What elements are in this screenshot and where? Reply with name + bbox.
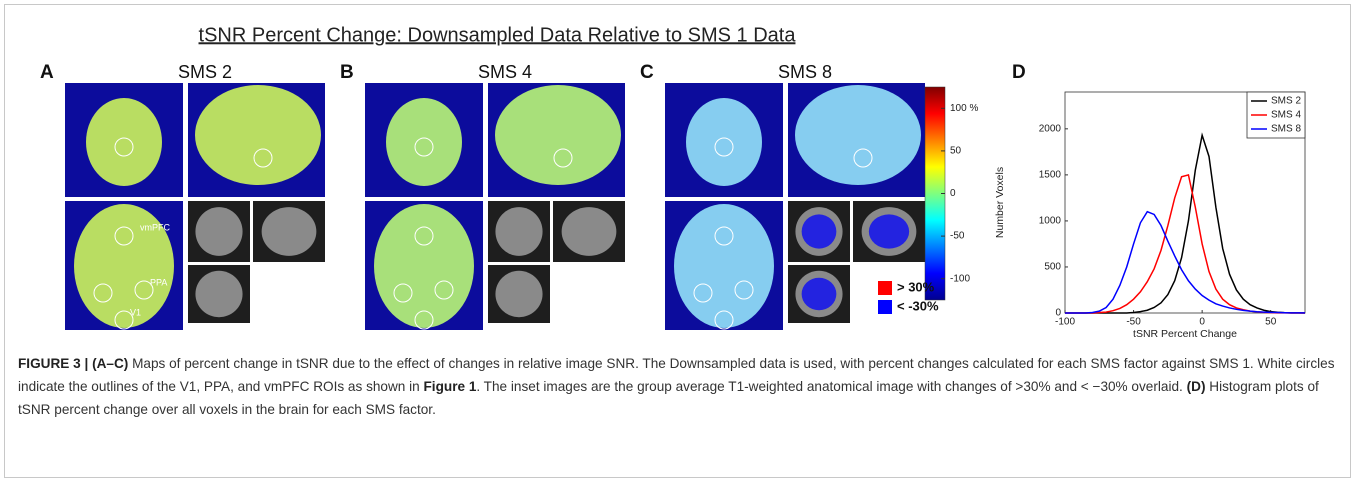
panel-label: SMS 2 [178,62,232,82]
colorbar-tick-label: 50 [950,146,962,157]
colorbar-tick-label: 100 % [950,103,978,114]
anatomy [262,207,317,256]
legend-swatch [878,281,892,295]
panel-label: SMS 8 [778,62,832,82]
page: tSNR Percent Change: Downsampled Data Re… [0,0,1357,484]
anatomy [495,271,542,317]
brain [374,204,474,328]
legend-label: SMS 2 [1271,96,1301,107]
panel-letter: C [640,62,654,83]
y-tick-label: 0 [1055,308,1061,319]
brain [686,98,762,186]
colorbar-tick-label: -50 [950,231,965,242]
legend-label: SMS 8 [1271,124,1301,135]
legend-label: SMS 4 [1271,110,1301,121]
caption-text: FIGURE 3 | [18,356,92,371]
anatomy [195,207,242,256]
x-tick-label: 0 [1199,317,1205,328]
panel-label: SMS 4 [478,62,532,82]
caption-text: (A–C) [92,356,128,371]
x-tick-label: -50 [1126,317,1141,328]
y-tick-label: 500 [1044,262,1061,273]
roi-label: PPA [150,277,167,287]
brain [795,85,921,185]
roi-label: vmPFC [140,222,170,232]
brain [86,98,162,186]
brain [674,204,774,328]
brain [195,85,321,185]
overlay [802,214,837,248]
x-tick-label: 50 [1265,317,1277,328]
colorbar-tick-label: 0 [950,188,956,199]
overlay [802,278,837,310]
anatomy [495,207,542,256]
caption-text: (D) [1187,379,1206,394]
panel-letter: D [1012,62,1026,83]
caption-text: . The inset images are the group average… [476,379,1186,394]
y-axis-label: Number Voxels [994,167,1006,238]
y-tick-label: 2000 [1039,123,1062,134]
brain [495,85,621,185]
overlay [869,214,909,248]
panel-letter: B [340,62,354,83]
legend-label: < -30% [897,298,939,313]
y-tick-label: 1000 [1039,216,1062,227]
colorbar-tick-label: -100 [950,273,970,284]
x-axis-label: tSNR Percent Change [1133,328,1237,340]
caption-text: Figure 1 [424,379,477,394]
anatomy [195,271,242,317]
anatomy [562,207,617,256]
figure: tSNR Percent Change: Downsampled Data Re… [0,0,1357,345]
figure-title: tSNR Percent Change: Downsampled Data Re… [199,24,797,46]
legend-label: > 30% [897,279,935,294]
brain [386,98,462,186]
y-tick-label: 1500 [1039,170,1062,181]
caption: FIGURE 3 | (A–C) Maps of percent change … [18,352,1343,421]
roi-label: V1 [130,307,141,317]
legend-swatch [878,300,892,314]
panel-letter: A [40,62,54,83]
